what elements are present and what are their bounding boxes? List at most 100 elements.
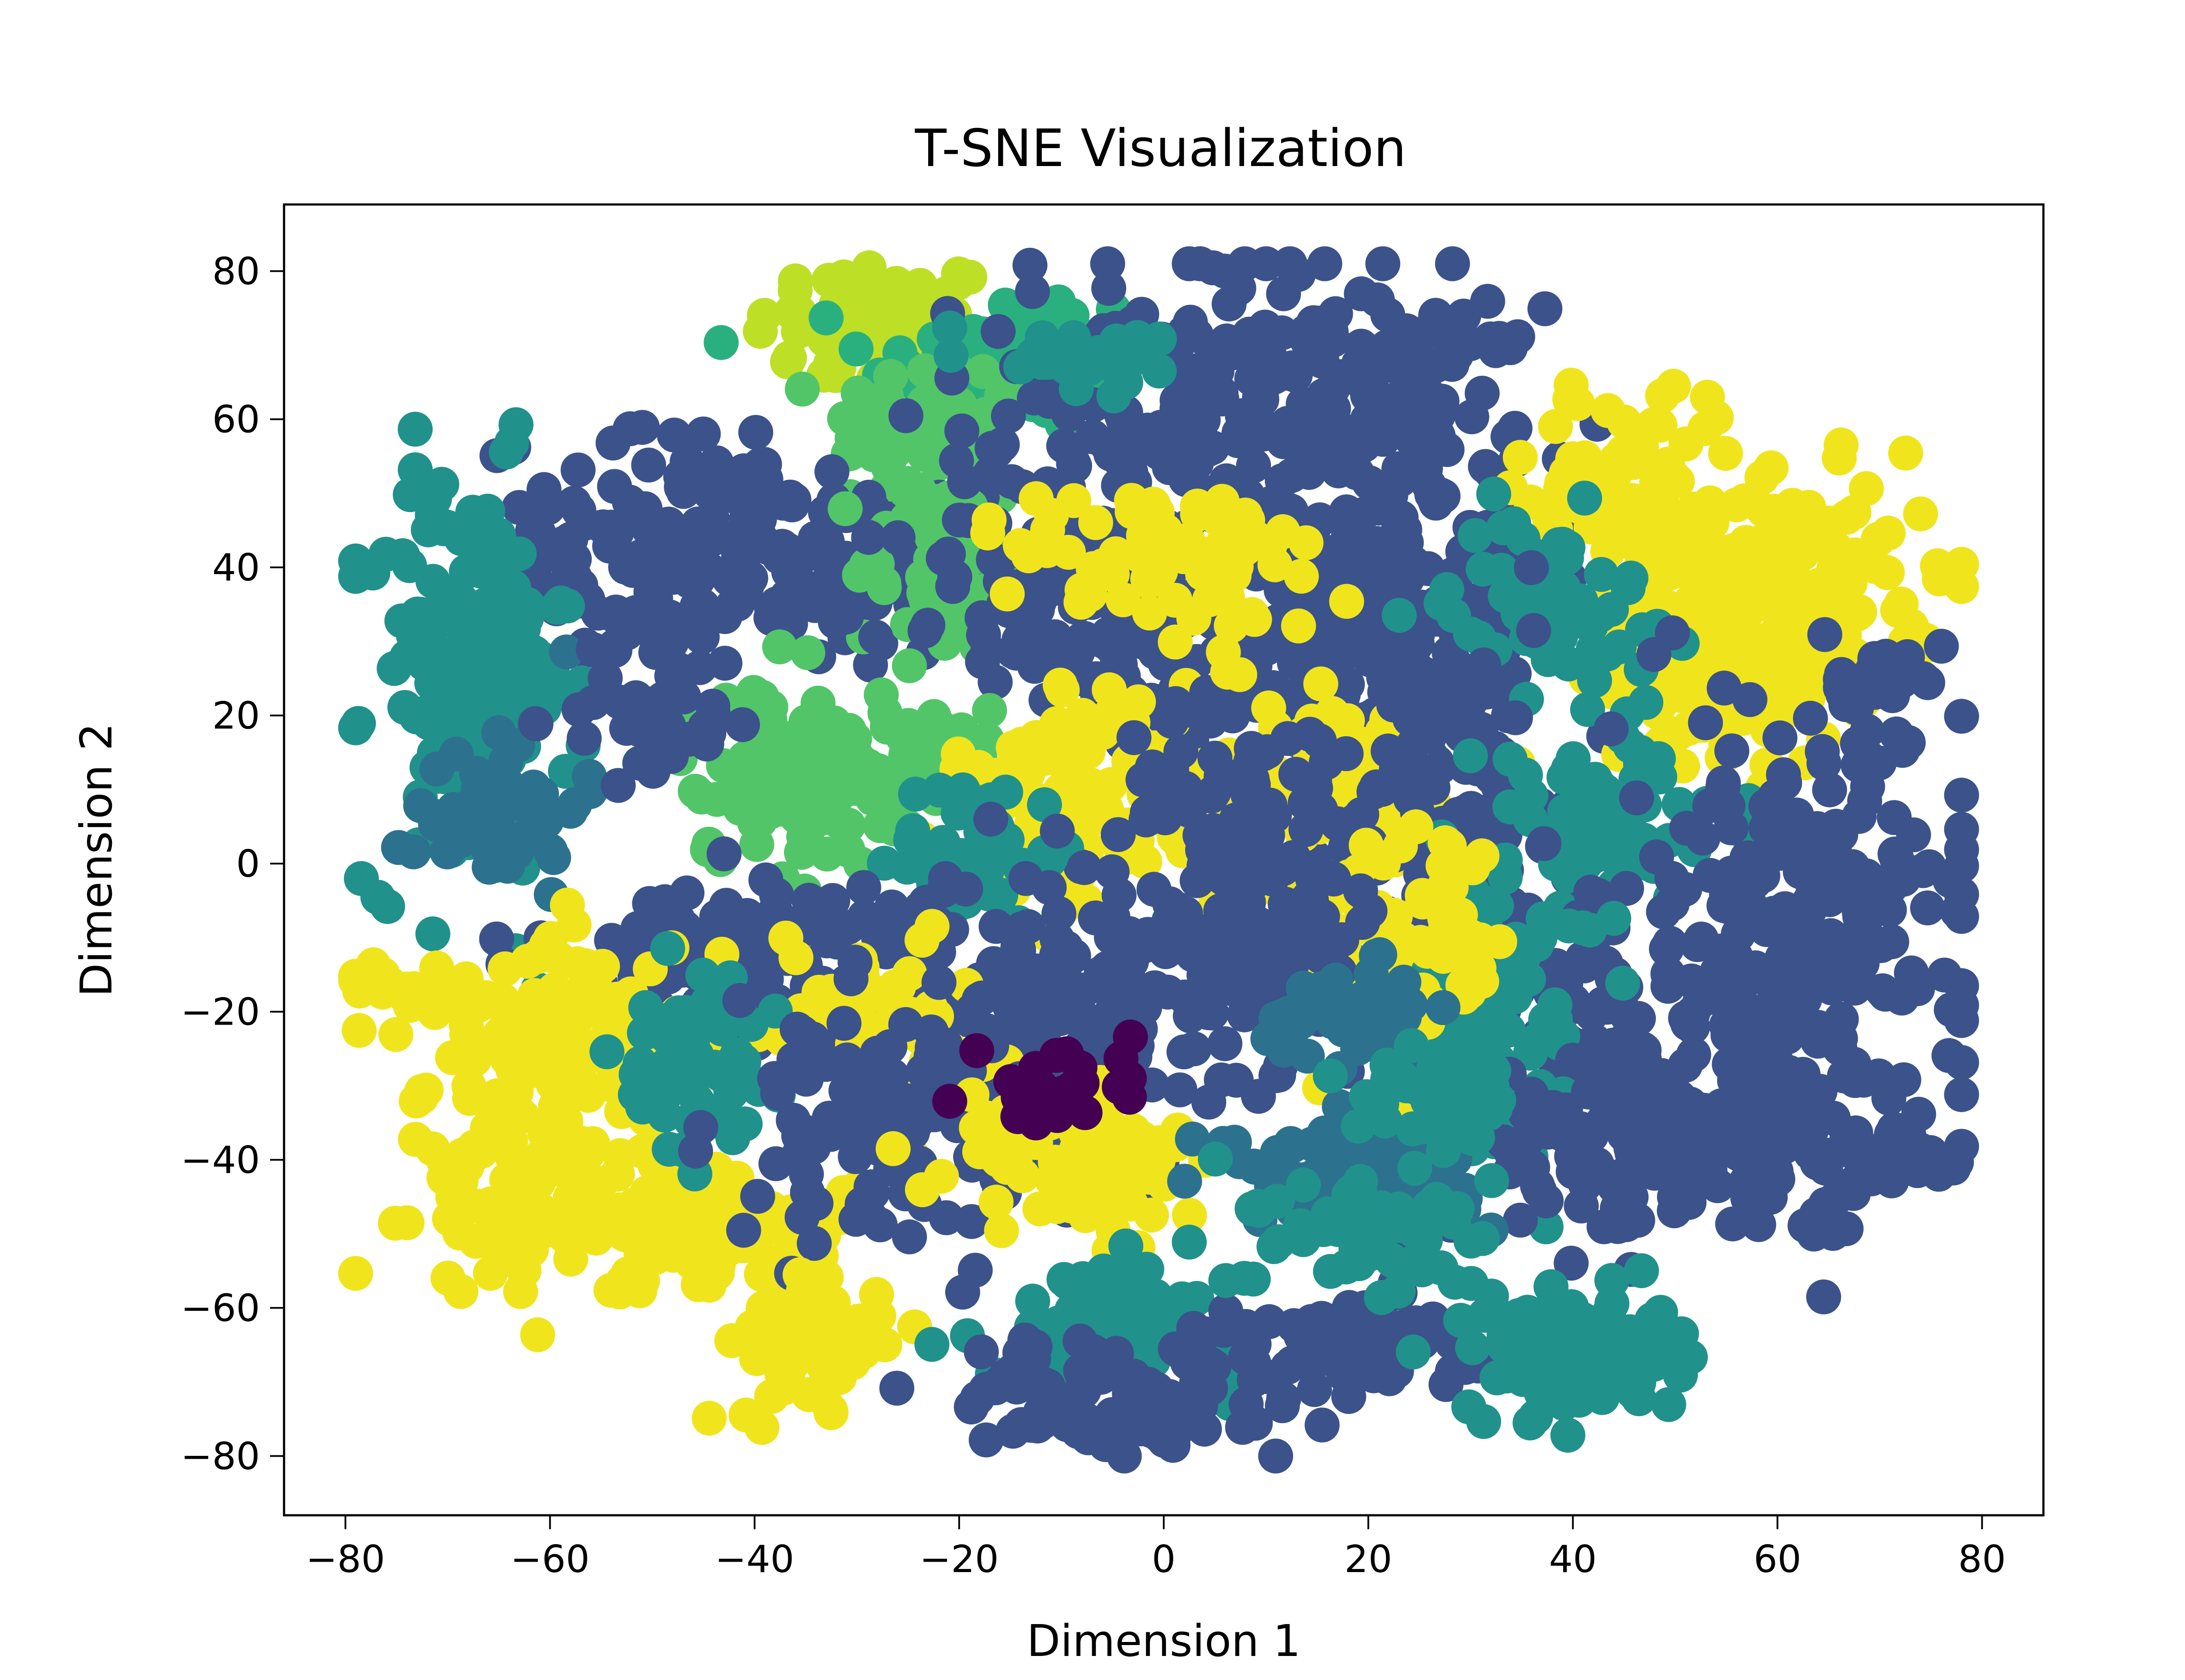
scatter-point xyxy=(1551,646,1586,682)
scatter-point xyxy=(1484,553,1519,588)
scatter-point xyxy=(1019,481,1054,516)
scatter-point xyxy=(1492,789,1528,824)
scatter-point xyxy=(981,314,1016,349)
scatter-point xyxy=(1693,1153,1727,1188)
scatter-point xyxy=(1463,922,1498,957)
scatter-point xyxy=(449,1017,485,1052)
scatter-point xyxy=(1162,444,1198,479)
scatter-point xyxy=(706,836,742,872)
scatter-point xyxy=(1932,863,1968,898)
scatter-point xyxy=(985,427,1020,462)
scatter-point xyxy=(557,787,593,822)
scatter-point xyxy=(978,665,1013,700)
scatter-point xyxy=(1549,1351,1584,1386)
scatter-point xyxy=(722,983,757,1018)
scatter-point xyxy=(1353,1236,1388,1271)
scatter-point xyxy=(1710,1018,1746,1053)
scatter-point xyxy=(905,1172,940,1207)
scatter-point xyxy=(1429,432,1465,467)
scatter-point xyxy=(1705,770,1741,805)
scatter-point xyxy=(1318,427,1353,463)
scatter-point xyxy=(1828,661,1864,696)
scatter-point xyxy=(1436,326,1471,362)
scatter-point xyxy=(1885,733,1920,768)
scatter-point xyxy=(1162,1072,1197,1108)
scatter-point xyxy=(859,1277,894,1312)
scatter-point xyxy=(1076,708,1112,743)
scatter-point xyxy=(449,635,484,670)
scatter-point xyxy=(1584,557,1619,592)
scatter-point xyxy=(415,916,451,952)
scatter-point xyxy=(1397,1244,1432,1279)
scatter-point xyxy=(1101,877,1137,913)
scatter-point xyxy=(1880,842,1915,878)
scatter-point xyxy=(669,444,705,479)
scatter-point xyxy=(1828,1211,1864,1247)
scatter-point xyxy=(1931,1038,1966,1073)
scatter-point xyxy=(1605,966,1640,1001)
scatter-point xyxy=(1056,483,1092,518)
scatter-point xyxy=(1789,842,1824,878)
scatter-point xyxy=(738,415,773,450)
scatter-point xyxy=(1214,608,1249,643)
scatter-point xyxy=(1365,422,1401,457)
scatter-point xyxy=(1110,994,1146,1029)
scatter-point xyxy=(628,491,663,527)
scatter-point xyxy=(838,1202,874,1237)
scatter-point xyxy=(1211,286,1247,322)
scatter-point xyxy=(858,620,893,655)
scatter-point xyxy=(1845,946,1880,981)
scatter-point xyxy=(839,331,874,367)
scatter-point xyxy=(1720,917,1756,952)
scatter-point xyxy=(755,773,791,808)
scatter-point xyxy=(914,1327,950,1362)
scatter-point xyxy=(560,1000,595,1035)
scatter-point xyxy=(1824,1001,1859,1037)
scatter-point xyxy=(1066,1000,1101,1035)
scatter-point xyxy=(826,1006,862,1041)
scatter-point xyxy=(1059,782,1094,817)
scatter-point xyxy=(1141,927,1176,963)
scatter-point xyxy=(1674,963,1709,999)
scatter-point xyxy=(1805,734,1840,769)
scatter-point xyxy=(1455,1121,1490,1156)
scatter-point xyxy=(1286,1167,1321,1203)
scatter-point xyxy=(1620,440,1655,475)
scatter-point xyxy=(1418,485,1453,521)
scatter-point xyxy=(828,491,863,527)
scatter-point xyxy=(1654,861,1689,896)
scatter-point xyxy=(1556,1154,1591,1189)
points-layer xyxy=(338,246,1979,1474)
scatter-point xyxy=(809,836,845,872)
scatter-point xyxy=(1695,583,1730,618)
scatter-point xyxy=(548,1104,583,1139)
scatter-point xyxy=(1596,901,1631,936)
scatter-point xyxy=(1615,483,1650,518)
scatter-point xyxy=(1288,525,1324,561)
scatter-point xyxy=(704,325,739,360)
scatter-point xyxy=(922,772,957,808)
scatter-point xyxy=(892,1219,927,1254)
scatter-point xyxy=(463,672,498,707)
scatter-point xyxy=(1850,740,1886,775)
scatter-point xyxy=(831,807,866,843)
scatter-point xyxy=(1652,925,1688,961)
scatter-point xyxy=(1005,1158,1040,1193)
scatter-point xyxy=(1672,1185,1707,1220)
scatter-point xyxy=(1771,1055,1807,1090)
scatter-point xyxy=(1257,547,1293,582)
scatter-point xyxy=(1552,596,1587,631)
scatter-point xyxy=(850,748,885,783)
scatter-point xyxy=(1303,666,1339,702)
scatter-point xyxy=(883,898,918,933)
scatter-point xyxy=(1039,1038,1074,1073)
scatter-point xyxy=(650,1046,685,1082)
scatter-point xyxy=(1721,632,1757,668)
scatter-point xyxy=(498,407,534,442)
scatter-point xyxy=(1183,246,1218,281)
scatter-point xyxy=(1445,967,1481,1003)
scatter-point xyxy=(1256,1229,1292,1264)
scatter-point xyxy=(888,398,923,433)
scatter-point xyxy=(1364,772,1400,807)
scatter-point xyxy=(1195,935,1231,970)
